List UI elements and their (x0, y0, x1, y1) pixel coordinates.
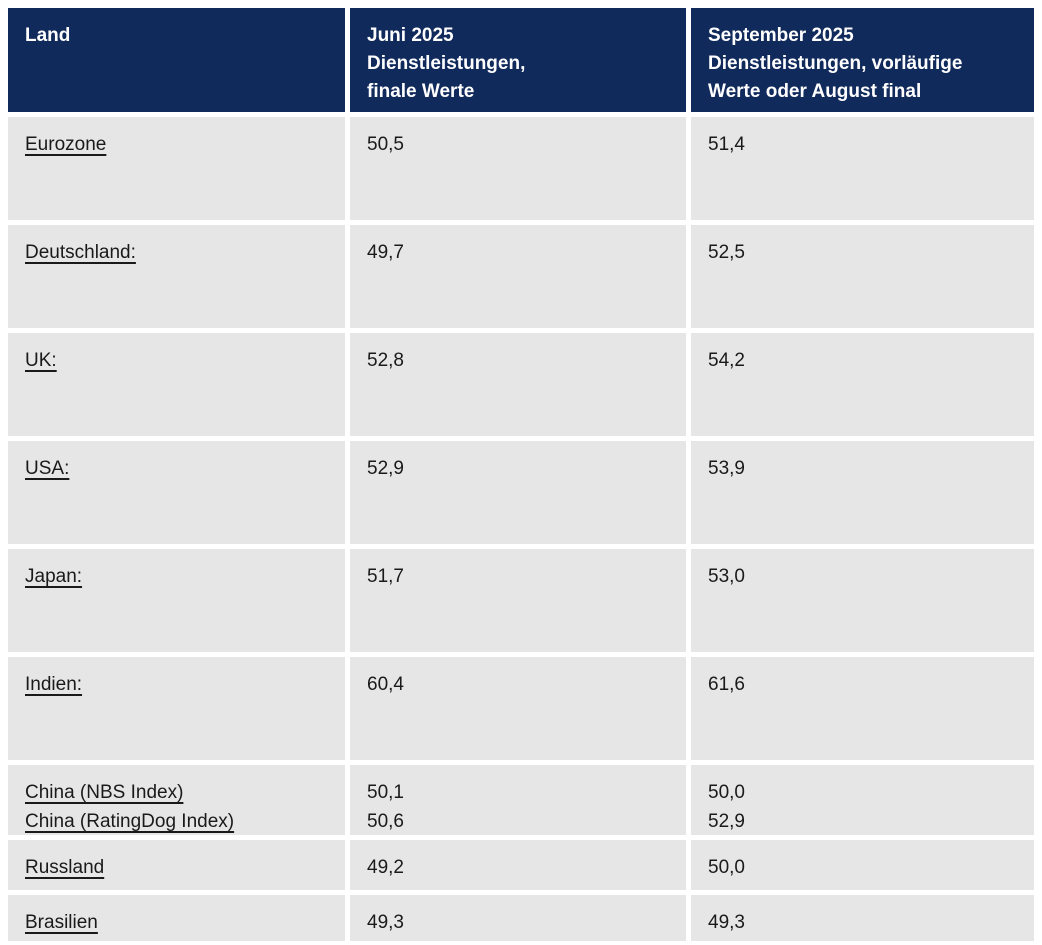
table-row-eurozone-september: 51,4 (691, 117, 1034, 220)
table-row-indien-september: 61,6 (691, 657, 1034, 760)
deutschland-link[interactable]: Deutschland: (25, 242, 136, 263)
uk-link[interactable]: UK: (25, 350, 57, 371)
table-row-china-juni: 50,1 50,6 (350, 765, 686, 835)
indien-link[interactable]: Indien: (25, 674, 83, 695)
china-ratingdog-index-link[interactable]: China (RatingDog Index) (25, 811, 235, 832)
table-row-brasilien-september: 49,3 (691, 895, 1034, 941)
table-row-japan-september: 53,0 (691, 549, 1034, 652)
table-row-brasilien-juni: 49,3 (350, 895, 686, 941)
table-row-usa-land: USA: (8, 441, 345, 544)
table-row-russland-juni: 49,2 (350, 840, 686, 890)
russland-link[interactable]: Russland (25, 857, 105, 878)
table-row-japan-juni: 51,7 (350, 549, 686, 652)
table-row-indien-land: Indien: (8, 657, 345, 760)
eurozone-link[interactable]: Eurozone (25, 134, 107, 155)
table-row-brasilien-land: Brasilien (8, 895, 345, 941)
table-row-deutschland-land: Deutschland: (8, 225, 345, 328)
table-row-uk-juni: 52,8 (350, 333, 686, 436)
table-row-usa-september: 53,9 (691, 441, 1034, 544)
table-row-eurozone-land: Eurozone (8, 117, 345, 220)
table-row-china-september: 50,0 52,9 (691, 765, 1034, 835)
column-header-land: Land (8, 8, 345, 112)
table-row-deutschland-juni: 49,7 (350, 225, 686, 328)
table-row-russland-land: Russland (8, 840, 345, 890)
china-nbs-index-link[interactable]: China (NBS Index) (25, 782, 184, 803)
table-row-uk-september: 54,2 (691, 333, 1034, 436)
table-row-indien-juni: 60,4 (350, 657, 686, 760)
table-row-russland-september: 50,0 (691, 840, 1034, 890)
column-header-juni-2025: Juni 2025 Dienstleistungen, finale Werte (350, 8, 686, 112)
table-row-deutschland-september: 52,5 (691, 225, 1034, 328)
services-pmi-table: Land Juni 2025 Dienstleistungen, finale … (8, 8, 1034, 941)
table-row-uk-land: UK: (8, 333, 345, 436)
brasilien-link[interactable]: Brasilien (25, 912, 98, 933)
table-row-usa-juni: 52,9 (350, 441, 686, 544)
japan-link[interactable]: Japan: (25, 566, 83, 587)
usa-link[interactable]: USA: (25, 458, 70, 479)
table-row-eurozone-juni: 50,5 (350, 117, 686, 220)
table-row-china-land: China (NBS Index) China (RatingDog Index… (8, 765, 345, 835)
table-row-japan-land: Japan: (8, 549, 345, 652)
column-header-september-2025: September 2025 Dienstleistungen, vorläuf… (691, 8, 1034, 112)
